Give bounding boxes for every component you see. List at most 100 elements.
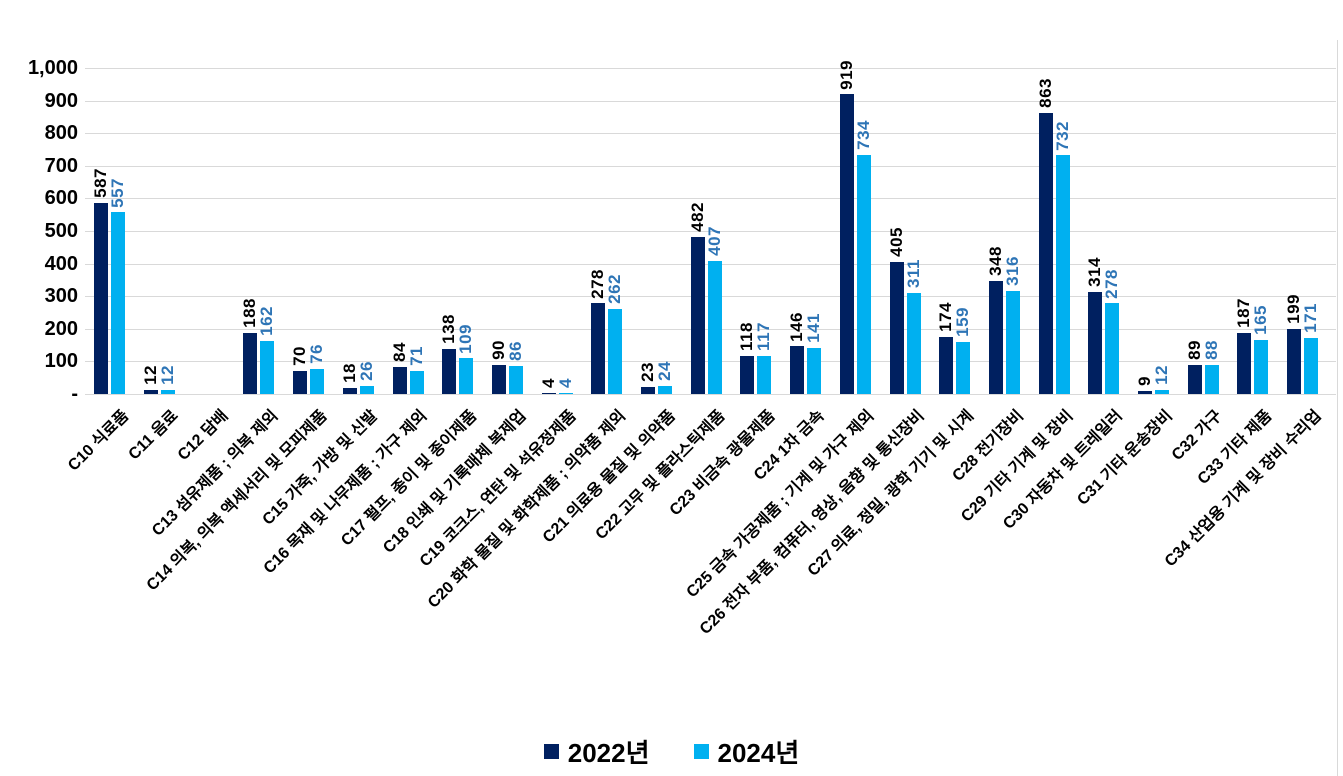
bar-2022년-C11 <box>144 390 159 394</box>
bar-2024년-C33 <box>1254 340 1269 394</box>
legend-label-2022: 2022년 <box>567 737 650 768</box>
value-label-2024년-C11: 12 <box>158 365 178 386</box>
gridline-600 <box>85 198 1336 199</box>
value-label-2024년-C14: 76 <box>307 344 327 365</box>
gridline-1000 <box>85 68 1336 69</box>
value-label-2024년-C18: 86 <box>505 341 525 361</box>
bar-2024년-C22 <box>707 261 722 394</box>
value-label-2024년-C16: 71 <box>406 345 426 366</box>
bar-2022년-C19 <box>541 392 556 394</box>
bar-2022년-C24 <box>790 346 805 394</box>
gridline-800 <box>85 133 1336 134</box>
bar-2022년-C26 <box>889 261 904 394</box>
value-label-2024년-C30: 278 <box>1102 268 1122 299</box>
y-axis-tick-label: 100 <box>44 350 78 372</box>
bar-2022년-C30 <box>1088 291 1103 394</box>
legend: 2022년 2024년 <box>0 731 1343 771</box>
value-label-2024년-C23: 117 <box>754 321 774 351</box>
bar-2024년-C11 <box>161 390 176 394</box>
x-axis-category-label: C11 음료 <box>125 407 182 464</box>
value-label-2022년-C29: 863 <box>1035 77 1055 108</box>
x-axis-category-label: C10 식료품 <box>64 407 133 475</box>
bar-2022년-C29 <box>1038 112 1053 394</box>
bar-2024년-C21 <box>658 386 673 394</box>
bar-2022년-C13 <box>243 332 258 394</box>
y-axis-tick-label: 900 <box>44 90 78 112</box>
gridline-500 <box>85 231 1336 232</box>
value-label-2024년-C28: 316 <box>1002 256 1022 286</box>
value-label-2024년-C24: 141 <box>804 313 824 344</box>
legend-swatch-2024-icon <box>693 743 709 759</box>
bar-2022년-C25 <box>839 94 854 394</box>
bar-2022년-C18 <box>491 364 506 394</box>
bar-2024년-C32 <box>1204 365 1219 394</box>
value-label-2024년-C15: 26 <box>356 360 376 381</box>
bar-2022년-C33 <box>1237 333 1252 394</box>
y-axis-tick-label: 500 <box>44 220 78 242</box>
bar-2022년-C15 <box>342 388 357 394</box>
bar-2024년-C23 <box>757 355 772 394</box>
bar-2022년-C32 <box>1187 364 1202 394</box>
bar-2022년-C21 <box>641 386 656 394</box>
value-label-2024년-C26: 311 <box>903 258 923 288</box>
bar-2024년-C17 <box>459 358 474 394</box>
bar-2024년-C30 <box>1105 303 1120 394</box>
value-label-2024년-C10: 557 <box>108 177 128 208</box>
y-axis-tick-label: 700 <box>44 155 78 177</box>
bar-2024년-C34 <box>1304 338 1319 394</box>
value-label-2024년-C17: 109 <box>456 323 476 354</box>
value-label-2022년-C25: 919 <box>836 59 856 90</box>
bar-2024년-C10 <box>111 212 126 394</box>
bar-2024년-C13 <box>260 341 275 394</box>
bar-2024년-C26 <box>906 292 921 394</box>
value-label-2024년-C19: 4 <box>555 377 575 388</box>
legend-item-2022: 2022년 <box>543 733 650 770</box>
legend-swatch-2022-icon <box>543 743 559 759</box>
y-axis-tick-label: 300 <box>44 285 78 307</box>
bar-2024년-C27 <box>956 342 971 394</box>
bar-2024년-C25 <box>856 154 871 394</box>
bar-2022년-C23 <box>740 355 755 394</box>
gridline-900 <box>85 101 1336 102</box>
bar-2024년-C19 <box>558 392 573 394</box>
legend-label-2024: 2024년 <box>717 737 800 768</box>
value-label-2024년-C22: 407 <box>704 226 724 257</box>
legend-item-2024: 2024년 <box>693 733 800 770</box>
plot-right-border <box>1337 40 1338 776</box>
value-label-2024년-C33: 165 <box>1251 305 1271 336</box>
y-axis-tick-label: 200 <box>44 318 78 340</box>
value-label-2024년-C29: 732 <box>1052 120 1072 151</box>
bar-2024년-C31 <box>1155 390 1170 394</box>
bar-2022년-C31 <box>1138 391 1153 394</box>
bar-2024년-C15 <box>359 385 374 394</box>
bar-2022년-C16 <box>392 366 407 394</box>
value-label-2024년-C25: 734 <box>853 119 873 150</box>
bar-2022년-C28 <box>988 280 1003 394</box>
bar-2022년-C20 <box>591 303 606 394</box>
bar-2024년-C18 <box>508 365 523 394</box>
y-axis-tick-label: 800 <box>44 122 78 144</box>
bar-2022년-C17 <box>442 349 457 394</box>
bar-2022년-C10 <box>94 202 109 394</box>
bar-2022년-C14 <box>293 371 308 394</box>
bar-2024년-C20 <box>608 308 623 394</box>
bar-2024년-C29 <box>1055 155 1070 394</box>
value-label-2024년-C20: 262 <box>605 273 625 304</box>
bar-2022년-C27 <box>939 337 954 394</box>
gridline-700 <box>85 166 1336 167</box>
value-label-2022년-C26: 405 <box>886 227 906 257</box>
value-label-2024년-C31: 12 <box>1152 365 1172 386</box>
value-label-2024년-C21: 24 <box>655 361 675 382</box>
y-axis-tick-label: 400 <box>44 253 78 275</box>
gridline-0 <box>85 394 1336 395</box>
bar-2024년-C28 <box>1005 290 1020 394</box>
value-label-2024년-C32: 88 <box>1201 340 1221 361</box>
bar-2022년-C34 <box>1287 329 1302 394</box>
value-label-2024년-C27: 159 <box>953 307 973 338</box>
y-axis-tick-label: 600 <box>44 187 78 209</box>
y-axis-tick-label: 1,000 <box>27 57 78 79</box>
value-label-2024년-C13: 162 <box>257 306 277 337</box>
bar-2024년-C16 <box>409 370 424 394</box>
bar-2022년-C22 <box>690 236 705 394</box>
